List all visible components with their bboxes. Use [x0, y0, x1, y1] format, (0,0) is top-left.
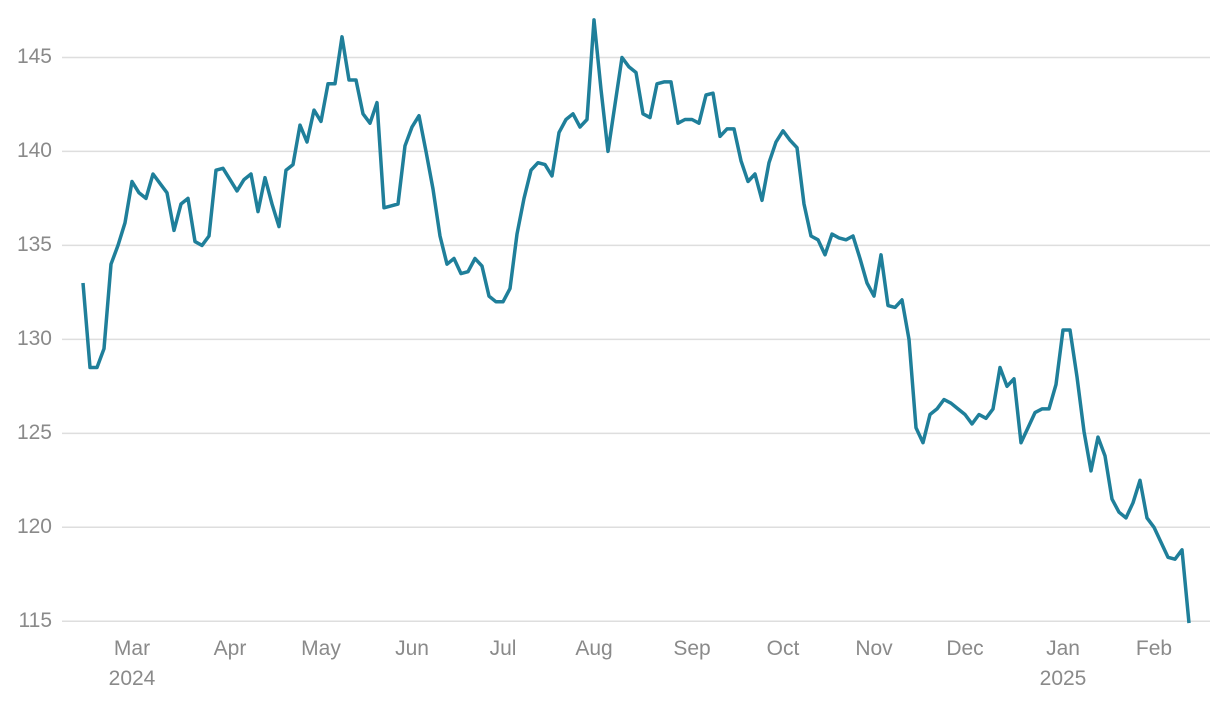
x-tick-label: Sep — [673, 637, 710, 660]
x-tick-label: Mar 2024 — [109, 637, 156, 690]
x-tick-label: Oct — [767, 637, 800, 660]
x-tick-label: Jun — [395, 637, 429, 660]
x-tick-label: Apr — [214, 637, 247, 660]
y-tick-label: 145 — [17, 45, 52, 68]
x-tick-label: Nov — [855, 637, 893, 660]
x-tick-label: Jan 2025 — [1040, 637, 1087, 690]
x-tick-label: Jul — [490, 637, 517, 660]
y-tick-label: 140 — [17, 139, 52, 162]
y-tick-label: 135 — [17, 233, 52, 256]
y-tick-label: 120 — [17, 515, 52, 538]
x-tick-label: Dec — [946, 637, 983, 660]
y-tick-label: 115 — [19, 609, 52, 632]
price-line — [81, 18, 1191, 624]
y-tick-label: 125 — [17, 421, 52, 444]
x-tick-label: May — [301, 637, 341, 660]
x-tick-label: Aug — [575, 637, 612, 660]
x-tick-label: Feb — [1136, 637, 1172, 660]
y-tick-label: 130 — [17, 327, 52, 350]
